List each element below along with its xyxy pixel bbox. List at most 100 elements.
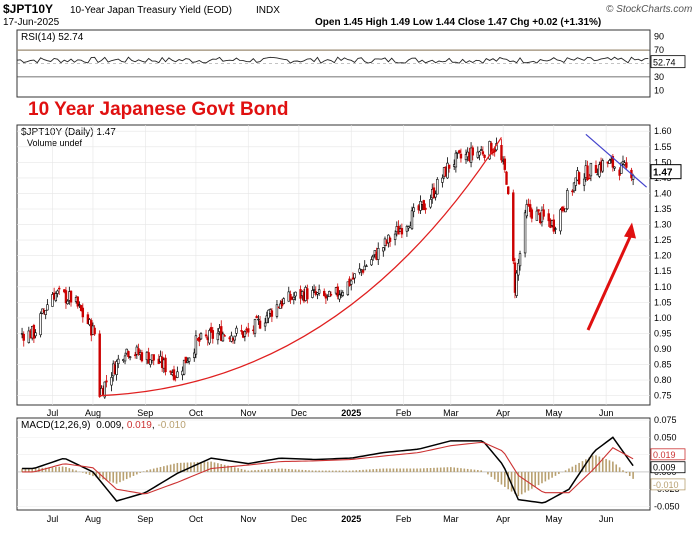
macd-line — [22, 437, 633, 502]
macd-histogram-bar — [328, 471, 330, 472]
exchange: INDX — [256, 5, 280, 16]
macd-histogram-bar — [119, 472, 121, 482]
macd-histogram-bar — [470, 469, 472, 472]
candle-body — [455, 153, 457, 167]
macd-histogram-bar — [65, 467, 67, 472]
macd-x-tick-label: Sep — [137, 514, 153, 524]
rsi-value-label: 52.74 — [653, 58, 676, 68]
candle-body — [106, 381, 108, 382]
macd-histogram-bar — [173, 464, 175, 472]
rsi-tick-label: 90 — [654, 32, 664, 42]
x-tick-label: Feb — [396, 408, 412, 418]
macd-histogram-bar — [261, 470, 263, 472]
macd-histogram-bar — [622, 470, 624, 472]
macd-histogram-bar — [315, 471, 317, 472]
macd-tick-label: -0.050 — [654, 502, 680, 512]
candle-body — [23, 334, 25, 340]
price-tick-label: 0.95 — [654, 328, 672, 338]
macd-histogram-bar — [389, 468, 391, 471]
candle-body — [257, 319, 259, 320]
candle-body — [276, 305, 278, 317]
price-tick-label: 1.40 — [654, 188, 672, 198]
candle-body — [430, 199, 432, 207]
macd-histogram-bar — [497, 472, 499, 482]
candle-body — [614, 167, 616, 168]
x-tick-label: Dec — [291, 408, 308, 418]
x-tick-label: Jun — [599, 408, 614, 418]
candle-body — [94, 328, 96, 334]
candle-body — [524, 213, 526, 253]
macd-histogram-bar — [568, 468, 570, 471]
macd-histogram-bar — [112, 472, 114, 483]
macd-x-tick-label: May — [545, 514, 563, 524]
candle-body — [590, 163, 592, 176]
macd-histogram-bar — [160, 467, 162, 472]
macd-histogram-bar — [278, 469, 280, 472]
candle-body — [264, 323, 266, 326]
macd-histogram-bar — [82, 472, 84, 473]
macd-histogram-bar — [133, 472, 135, 476]
candle-body — [234, 336, 236, 340]
candle-body — [519, 254, 521, 266]
macd-histogram-bar — [413, 468, 415, 471]
macd-histogram-bar — [89, 472, 91, 475]
macd-histogram-bar — [143, 471, 145, 472]
macd-histogram-bar — [116, 472, 118, 484]
macd-x-tick-label: Apr — [496, 514, 510, 524]
candle-body — [330, 294, 332, 295]
macd-histogram-bar — [494, 472, 496, 479]
macd-histogram-bar — [268, 469, 270, 472]
candle-body — [413, 208, 415, 212]
macd-histogram-bar — [575, 465, 577, 472]
candle-body — [504, 159, 506, 170]
x-tick-label: Mar — [443, 408, 459, 418]
candle-body — [578, 172, 580, 183]
candle-body — [479, 152, 481, 155]
macd-histogram-bar — [619, 467, 621, 472]
candle-body — [82, 308, 84, 317]
macd-histogram-bar — [369, 469, 371, 472]
macd-histogram-bar — [170, 465, 172, 472]
candle-body — [480, 150, 482, 151]
macd-histogram-bar — [325, 471, 327, 472]
price-tick-label: 1.25 — [654, 235, 672, 245]
candle-body — [306, 289, 308, 299]
macd-histogram-bar — [450, 467, 452, 472]
price-tick-label: 1.05 — [654, 297, 672, 307]
rsi-line — [17, 57, 648, 63]
candle-body — [188, 358, 190, 361]
rsi-frame — [17, 30, 650, 97]
macd-histogram-bar — [301, 470, 303, 472]
macd-histogram-bar — [366, 470, 368, 472]
x-tick-label: Nov — [240, 408, 257, 418]
candle-body — [507, 187, 509, 194]
x-tick-label: Aug — [85, 408, 101, 418]
candle-body — [458, 151, 460, 153]
macd-histogram-bar — [457, 468, 459, 472]
macd-histogram-bar — [541, 472, 543, 483]
candle-body — [176, 372, 178, 378]
macd-histogram-bar — [156, 468, 158, 472]
macd-histogram-bar — [136, 472, 138, 474]
macd-histogram-bar — [362, 470, 364, 472]
macd-histogram-bar — [474, 470, 476, 472]
price-tick-label: 1.55 — [654, 142, 672, 152]
candle-body — [293, 297, 295, 299]
candle-body — [67, 301, 69, 304]
price-tick-label: 0.80 — [654, 375, 672, 385]
macd-histogram-bar — [231, 466, 233, 471]
candle-body — [200, 333, 202, 338]
candle-body — [536, 211, 538, 220]
price-tick-label: 0.85 — [654, 360, 672, 370]
macd-histogram-bar — [214, 462, 216, 472]
macd-histogram-bar — [349, 471, 351, 472]
price-value-label: 1.47 — [653, 168, 673, 179]
macd-histogram-bar — [399, 468, 401, 471]
macd-histogram-bar — [251, 470, 253, 472]
macd-histogram-bar — [109, 472, 111, 482]
annotation-title: 10 Year Japanese Govt Bond — [28, 99, 289, 120]
candle-body — [448, 165, 450, 168]
macd-histogram-bar — [521, 472, 523, 494]
macd-histogram-bar — [376, 469, 378, 472]
macd-histogram-bar — [305, 470, 307, 472]
